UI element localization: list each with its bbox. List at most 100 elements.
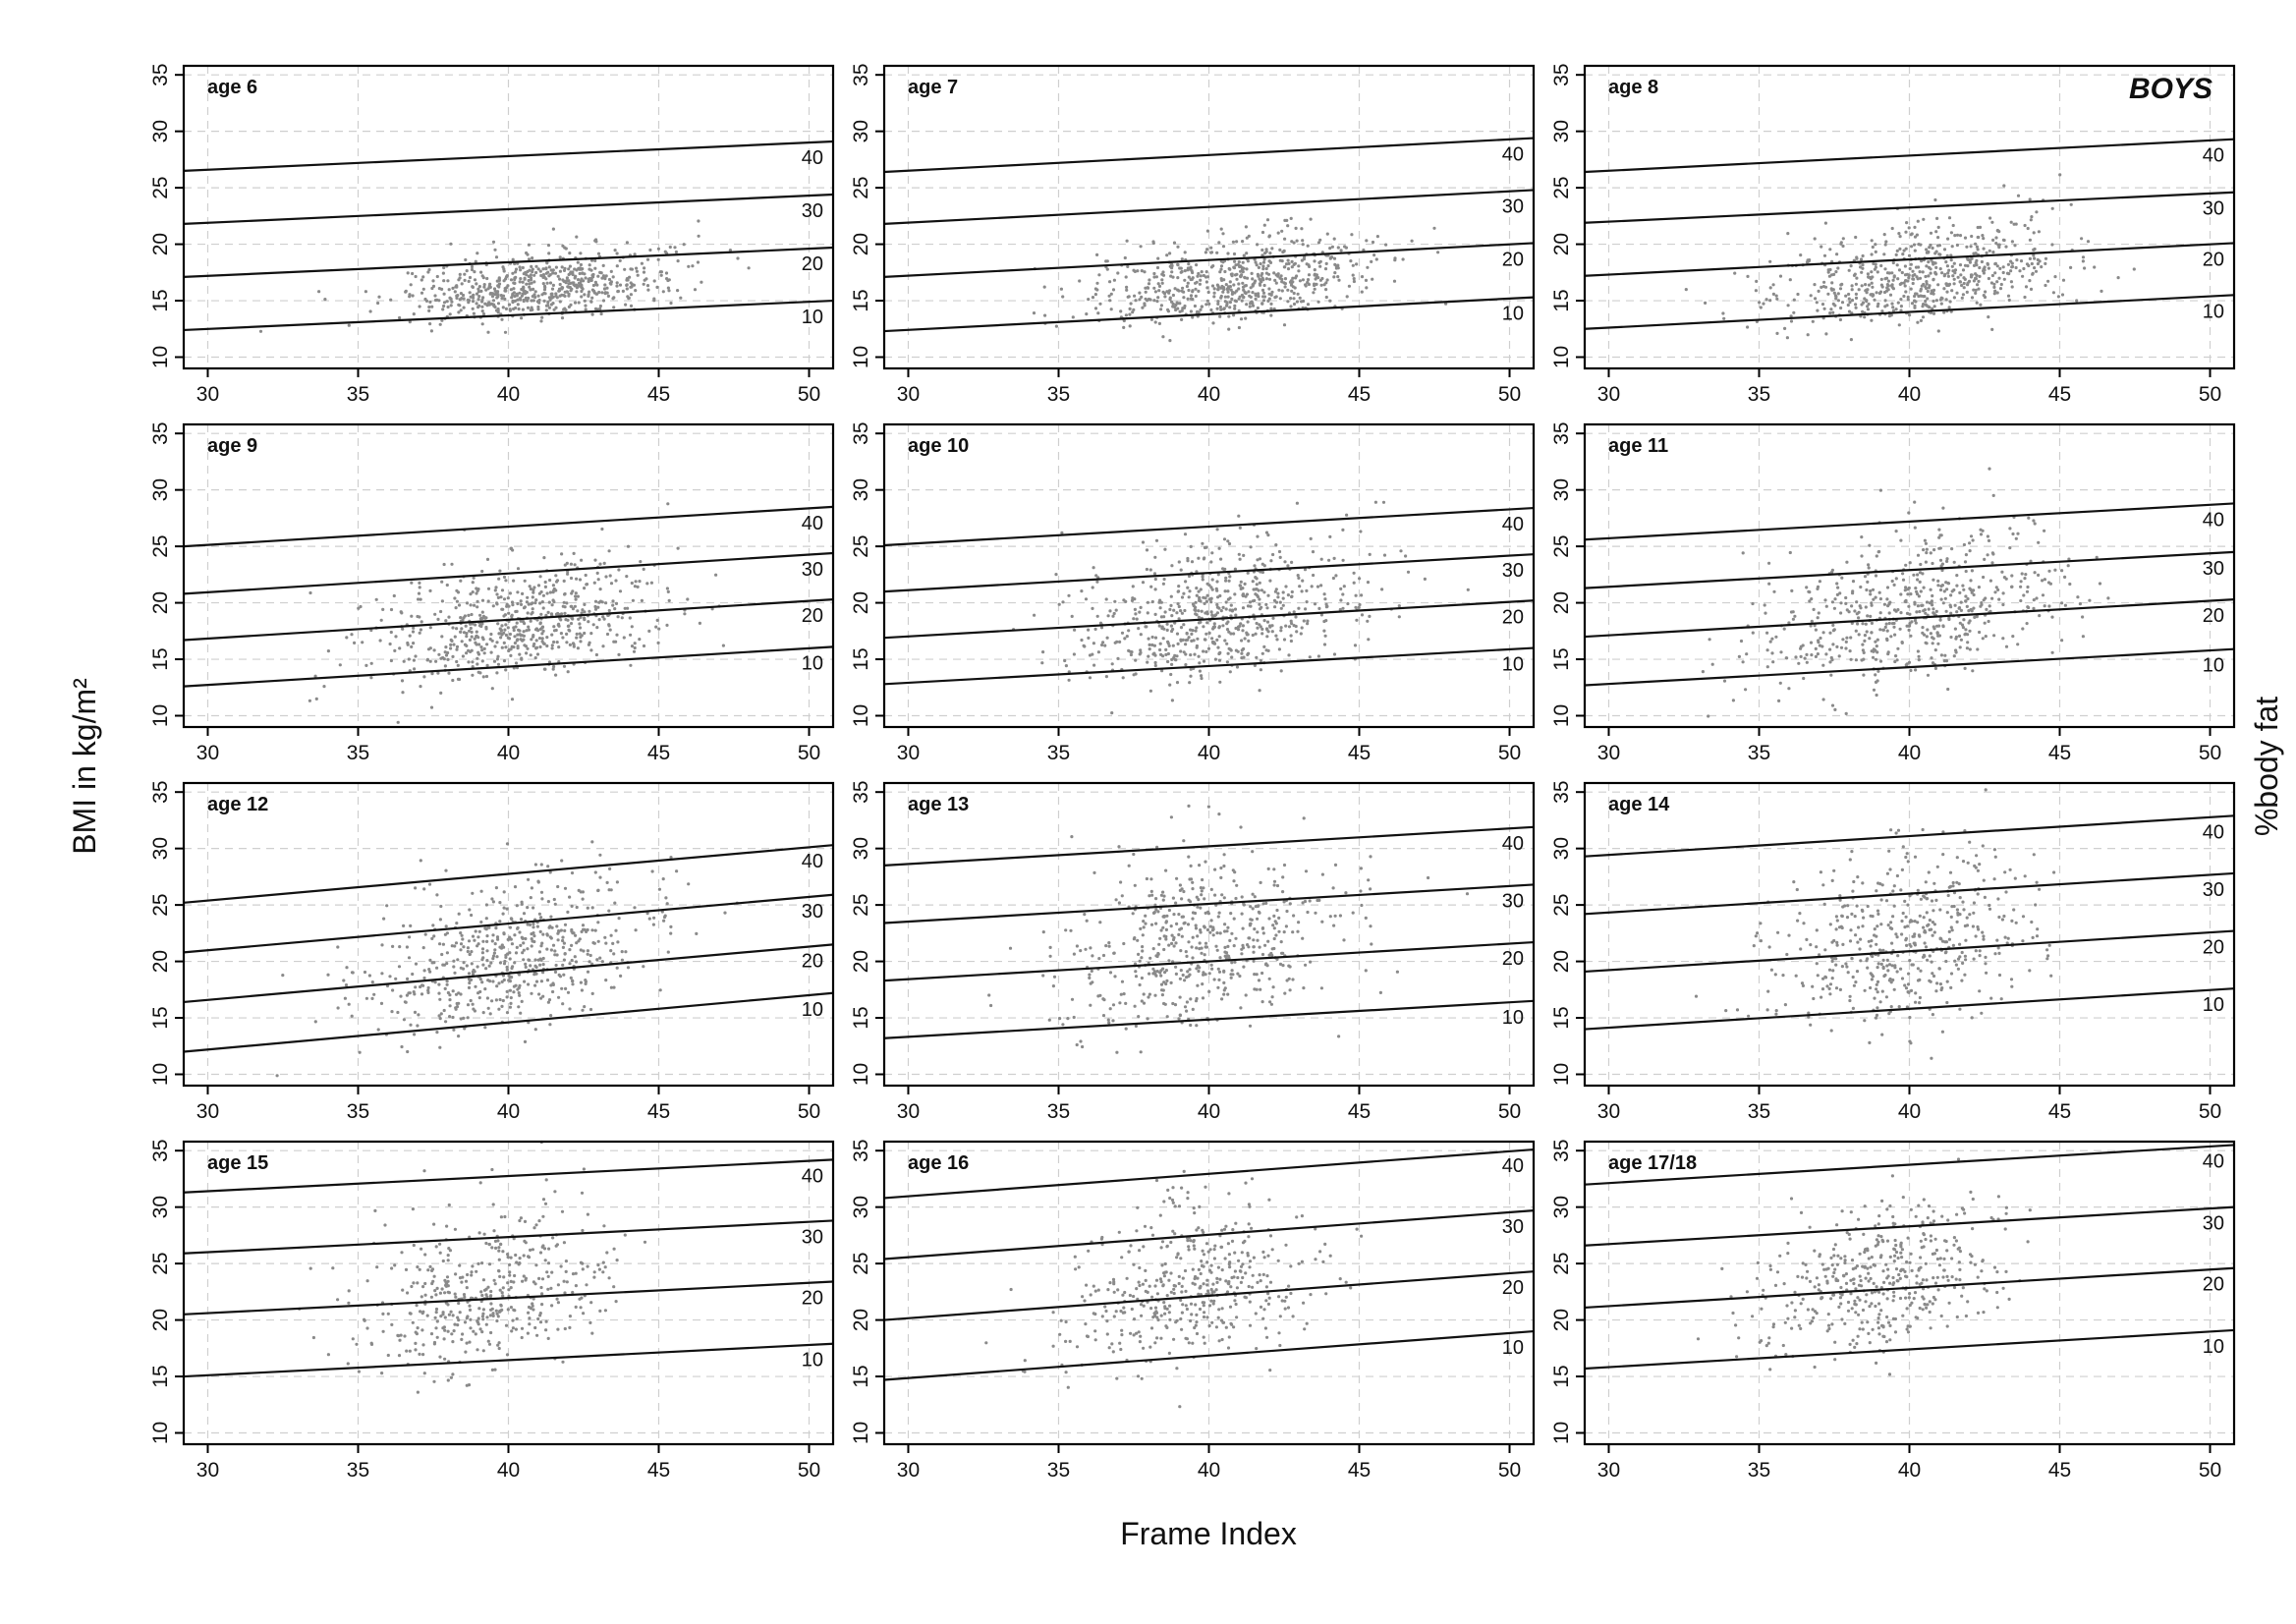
data-point — [1916, 578, 1920, 582]
data-point — [1209, 887, 1213, 892]
data-point — [584, 573, 588, 578]
data-point — [557, 622, 561, 627]
data-point — [1290, 622, 1294, 626]
data-point — [1190, 560, 1195, 564]
data-point — [502, 269, 506, 273]
data-point — [473, 970, 476, 974]
data-point — [623, 606, 627, 610]
data-point — [402, 659, 406, 663]
data-point — [508, 951, 512, 955]
data-point — [2012, 222, 2016, 226]
data-point — [388, 975, 392, 979]
data-point — [1988, 467, 1991, 471]
data-point — [1939, 597, 1943, 601]
data-point — [576, 594, 581, 598]
data-point — [1765, 631, 1769, 635]
data-point — [493, 588, 497, 592]
data-point — [1284, 585, 1288, 588]
data-point — [1982, 575, 1986, 580]
data-point — [495, 657, 499, 661]
data-point — [1146, 286, 1150, 290]
data-point — [1164, 652, 1168, 657]
data-point — [1230, 292, 1234, 296]
data-point — [1294, 615, 1298, 619]
data-point — [1991, 493, 1995, 497]
data-point — [459, 308, 463, 312]
data-point — [1158, 936, 1162, 940]
data-point — [1789, 314, 1793, 318]
data-point — [2004, 644, 2009, 648]
data-point — [430, 286, 434, 291]
data-point — [663, 250, 667, 253]
data-point — [470, 635, 474, 639]
data-point — [1929, 231, 1933, 235]
data-point — [542, 556, 546, 560]
data-point — [589, 648, 593, 652]
data-point — [1826, 268, 1830, 272]
data-point — [1947, 616, 1951, 620]
data-point — [1359, 530, 1363, 533]
data-point — [1165, 622, 1169, 626]
data-point — [1152, 651, 1156, 655]
data-point — [1192, 639, 1196, 643]
data-point — [517, 307, 521, 311]
data-point — [2076, 595, 2080, 599]
data-point — [411, 630, 416, 634]
data-point — [1830, 600, 1834, 604]
data-point — [2081, 259, 2085, 263]
x-tick-label: 40 — [497, 742, 520, 764]
data-point — [2050, 243, 2054, 247]
data-point — [1118, 1001, 1122, 1005]
data-point — [518, 280, 522, 284]
y-tick-label: 10 — [149, 704, 172, 727]
data-point — [1081, 1044, 1085, 1049]
data-point — [495, 296, 499, 300]
data-point — [1938, 588, 1943, 592]
data-point — [666, 502, 670, 506]
data-point — [1862, 650, 1866, 655]
x-tick-label: 35 — [347, 742, 369, 764]
data-point — [516, 298, 520, 302]
data-point — [1257, 265, 1260, 269]
data-point — [640, 598, 644, 603]
data-point — [449, 304, 453, 308]
data-point — [499, 636, 503, 640]
data-point — [645, 284, 650, 288]
data-point — [1237, 552, 1241, 556]
data-point — [1306, 619, 1310, 623]
data-point — [1283, 277, 1288, 281]
data-point — [1828, 248, 1832, 252]
data-point — [508, 308, 513, 312]
data-point — [1189, 667, 1193, 671]
data-point — [562, 294, 566, 298]
data-point — [1932, 548, 1936, 552]
data-point — [1895, 249, 1899, 252]
data-point — [578, 626, 583, 630]
data-point — [1218, 314, 1222, 318]
data-point — [1175, 876, 1179, 880]
data-point — [540, 625, 545, 629]
data-point — [557, 929, 561, 933]
data-point — [498, 997, 502, 1002]
data-point — [2069, 265, 2073, 269]
data-point — [1865, 291, 1869, 295]
data-point — [516, 638, 520, 642]
data-point — [1172, 944, 1176, 948]
data-point — [1885, 271, 1890, 275]
data-point — [532, 925, 535, 929]
data-point — [612, 296, 616, 300]
data-point — [566, 910, 570, 915]
data-point — [442, 265, 446, 270]
data-point — [426, 988, 430, 992]
data-point — [1809, 624, 1813, 628]
data-point — [427, 305, 431, 309]
data-point — [2002, 238, 2006, 243]
data-point — [1861, 622, 1865, 626]
data-point — [446, 657, 450, 662]
data-point — [1164, 927, 1168, 932]
data-point — [364, 663, 368, 668]
data-point — [1358, 577, 1362, 581]
data-point — [1382, 553, 1387, 557]
data-point — [1155, 265, 1160, 270]
data-point — [1897, 268, 1902, 272]
